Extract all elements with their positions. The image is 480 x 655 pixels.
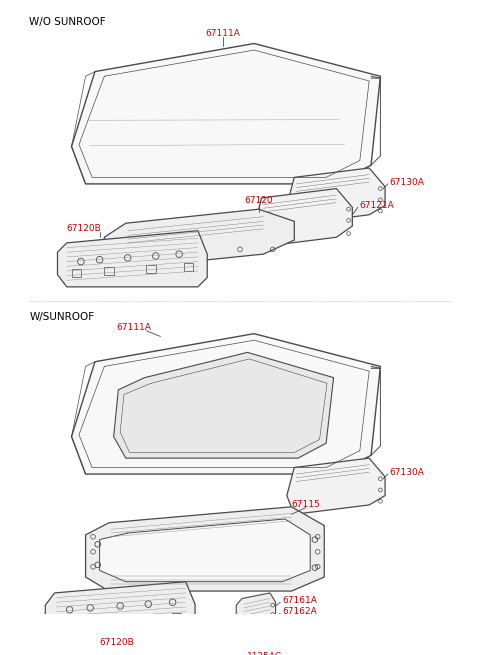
Bar [72,269,81,276]
Polygon shape [104,209,294,268]
Polygon shape [114,352,334,458]
Text: 67161A: 67161A [282,596,317,605]
Polygon shape [100,519,310,582]
Text: 67111A: 67111A [117,323,151,331]
Text: 67162A: 67162A [282,607,317,616]
Bar [93,616,102,624]
Bar [146,265,156,273]
Text: W/O SUNROOF: W/O SUNROOF [29,17,106,27]
Polygon shape [236,593,276,627]
Text: 67111A: 67111A [206,29,240,38]
Polygon shape [254,189,352,247]
Polygon shape [287,168,385,224]
Bar [60,618,69,626]
Text: 67115: 67115 [291,500,320,510]
Polygon shape [287,458,385,514]
Bar [134,614,144,622]
Text: 67121A: 67121A [360,201,395,210]
Text: 1125AC: 1125AC [247,652,282,655]
Bar [104,267,114,274]
Bar [184,263,193,271]
Text: 67130A: 67130A [390,178,425,187]
Polygon shape [85,507,324,591]
Text: W/SUNROOF: W/SUNROOF [29,312,95,322]
Text: 67120B: 67120B [67,224,102,233]
Polygon shape [72,43,380,184]
Text: 67120B: 67120B [99,638,134,647]
Bar [172,612,181,620]
Text: 67120: 67120 [244,196,273,205]
Text: 67130A: 67130A [390,468,425,477]
Polygon shape [58,231,207,287]
Polygon shape [45,582,195,636]
Polygon shape [72,333,380,474]
